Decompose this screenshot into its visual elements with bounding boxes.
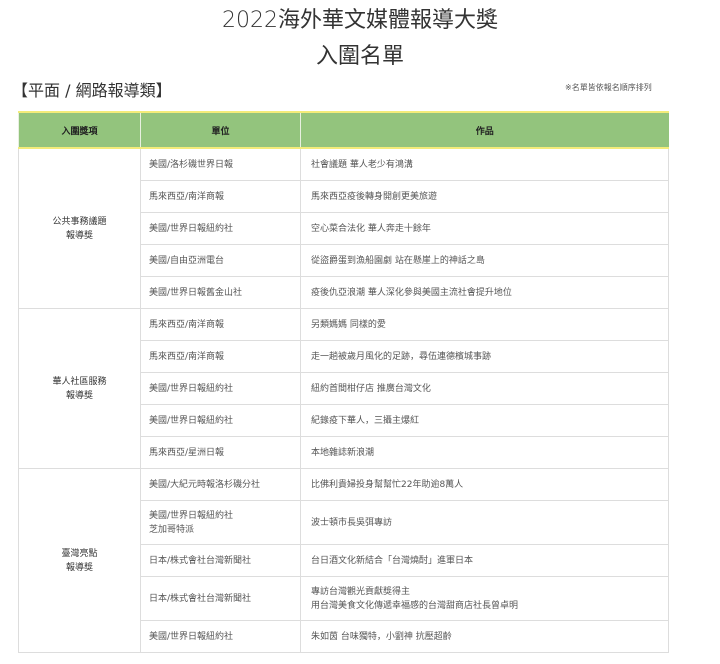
unit-cell-line: 馬來西亞/南洋商報	[149, 351, 225, 362]
table-row: 美國/自由亞洲電台 從盜爵蛋到漁船園劇 站在懸崖上的神話之島	[19, 244, 669, 277]
unit-cell: 美國/洛杉磯世界日報	[140, 147, 301, 181]
work-cell-line: 紐約首間柑仔店 推廣台灣文化	[311, 383, 431, 394]
work-cell: 本地雜誌新浪潮	[300, 436, 669, 469]
category-cell: 公共事務議題 報導獎	[18, 147, 141, 309]
unit-cell: 日本/株式會社台灣新聞社	[140, 576, 301, 621]
unit-cell-line: 美國/世界日報紐約社	[149, 415, 234, 426]
unit-cell-line: 美國/洛杉磯世界日報	[149, 159, 234, 170]
unit-cell-line: 美國/大紀元時報洛杉磯分社	[149, 479, 261, 490]
unit-cell-line: 美國/世界日報紐約社	[149, 510, 234, 521]
category-cell: 臺灣亮點 報導獎	[18, 468, 141, 653]
unit-cell-line: 美國/自由亞洲電台	[149, 255, 225, 266]
work-cell: 另類媽媽 同樣的愛	[300, 308, 669, 341]
work-cell-line: 紀錄疫下華人，三攝主爆紅	[311, 415, 420, 426]
unit-cell: 美國/大紀元時報洛杉磯分社	[140, 468, 301, 501]
table-row: 日本/株式會社台灣新聞社 台日酒文化新結合「台灣燒酎」進軍日本	[19, 544, 669, 577]
section-heading: 【平面 / 網路報導類】	[12, 81, 172, 100]
unit-cell-line: 馬來西亞/南洋商報	[149, 319, 225, 330]
work-cell: 空心菜合法化 華人奔走十餘年	[300, 212, 669, 245]
unit-cell-line: 美國/世界日報舊金山社	[149, 287, 243, 298]
order-note: ※名單皆依報名順序排列	[565, 83, 652, 92]
table-row: 公共事務議題 報導獎 美國/洛杉磯世界日報 社會議題 華人老少有鴻溝	[18, 147, 669, 309]
table-row: 馬來西亞/南洋商報 走一趟被歲月風化的足跡，尋伍連德檳城事跡	[19, 340, 669, 373]
unit-cell-line: 美國/世界日報紐約社	[149, 631, 234, 642]
page-title: 2022海外華文媒體報導大獎	[222, 8, 498, 33]
table-header: 入圍獎項 單位 作品	[18, 111, 669, 149]
category-cell-line: 公共事務議題	[52, 216, 107, 227]
work-cell-line: 疫後仇亞浪潮 華人深化參與美國主流社會提升地位	[311, 287, 512, 298]
unit-cell-line: 芝加哥特派	[149, 524, 195, 535]
work-cell: 走一趟被歲月風化的足跡，尋伍連德檳城事跡	[300, 340, 669, 373]
unit-cell: 馬來西亞/南洋商報	[140, 308, 301, 341]
work-cell-line: 從盜爵蛋到漁船園劇 站在懸崖上的神話之島	[311, 255, 485, 266]
unit-cell-line: 美國/世界日報紐約社	[149, 223, 234, 234]
header-work: 作品	[300, 111, 669, 149]
unit-cell: 美國/世界日報舊金山社	[140, 276, 301, 309]
category-cell-line: 華人社區服務	[52, 376, 107, 387]
table-row: 日本/株式會社台灣新聞社 專訪台灣觀光貢獻獎得主用台灣美食文化傳遞幸福感的台灣甜商…	[19, 576, 669, 621]
work-cell: 專訪台灣觀光貢獻獎得主用台灣美食文化傳遞幸福感的台灣甜商店社長曾卓明	[300, 576, 669, 621]
table-row: 美國/世界日報紐約社 紐約首間柑仔店 推廣台灣文化	[19, 372, 669, 405]
unit-cell: 美國/世界日報紐約社	[140, 404, 301, 437]
work-cell: 社會議題 華人老少有鴻溝	[300, 147, 669, 181]
work-cell-line: 用台灣美食文化傳遞幸福感的台灣甜商店社長曾卓明	[311, 600, 519, 611]
table-row: 美國/世界日報紐約社 芝加哥特派 波士頓市長吳弭專訪	[19, 500, 669, 545]
header-unit: 單位	[140, 111, 301, 149]
work-cell: 朱如茵 台味獨特，小劉神 抗壓超齡	[300, 620, 669, 653]
table-row: 華人社區服務 報導獎 馬來西亞/南洋商報 另類媽媽 同樣的愛	[18, 308, 669, 469]
category-cell: 華人社區服務 報導獎	[18, 308, 141, 469]
table-row: 美國/世界日報紐約社 朱如茵 台味獨特，小劉神 抗壓超齡	[19, 620, 669, 653]
unit-cell: 美國/自由亞洲電台	[140, 244, 301, 277]
unit-cell-line: 馬來西亞/星洲日報	[149, 447, 225, 458]
unit-cell: 馬來西亞/星洲日報	[140, 436, 301, 469]
work-cell-line: 另類媽媽 同樣的愛	[311, 319, 386, 330]
unit-cell: 美國/世界日報紐約社 芝加哥特派	[140, 500, 301, 545]
work-cell: 馬來西亞疫後轉身開創更美旅遊	[300, 180, 669, 213]
work-cell-line: 朱如茵 台味獨特，小劉神 抗壓超齡	[311, 631, 452, 642]
work-cell: 疫後仇亞浪潮 華人深化參與美國主流社會提升地位	[300, 276, 669, 309]
work-cell: 紐約首間柑仔店 推廣台灣文化	[300, 372, 669, 405]
nominee-table: 入圍獎項 單位 作品 公共事務議題 報導獎 美國/洛杉磯世界日報 社會議題 華人老少有…	[18, 111, 669, 653]
unit-cell: 馬來西亞/南洋商報	[140, 340, 301, 373]
work-cell: 比佛利貴婦投身幫幫忙22年助逾8萬人	[300, 468, 669, 501]
work-cell-line: 空心菜合法化 華人奔走十餘年	[311, 223, 431, 234]
unit-cell: 馬來西亞/南洋商報	[140, 180, 301, 213]
work-cell-line: 走一趟被歲月風化的足跡，尋伍連德檳城事跡	[311, 351, 492, 362]
table-row: 美國/世界日報紐約社 空心菜合法化 華人奔走十餘年	[19, 212, 669, 245]
category-cell-line: 報導獎	[65, 230, 93, 241]
header-category: 入圍獎項	[18, 111, 141, 149]
work-cell: 紀錄疫下華人，三攝主爆紅	[300, 404, 669, 437]
work-cell-line: 社會議題 華人老少有鴻溝	[311, 159, 413, 170]
work-cell-line: 台日酒文化新結合「台灣燒酎」進軍日本	[311, 555, 474, 566]
unit-cell: 美國/世界日報紐約社	[140, 372, 301, 405]
table-row: 臺灣亮點 報導獎 美國/大紀元時報洛杉磯分社 比佛利貴婦投身幫幫忙22年助逾8萬人	[18, 468, 669, 653]
unit-cell: 日本/株式會社台灣新聞社	[140, 544, 301, 577]
table-row: 馬來西亞/星洲日報 本地雜誌新浪潮	[19, 436, 669, 469]
work-cell-line: 專訪台灣觀光貢獻獎得主	[311, 586, 411, 597]
category-cell-line: 報導獎	[65, 390, 93, 401]
unit-cell: 美國/世界日報紐約社	[140, 620, 301, 653]
category-cell-line: 臺灣亮點	[61, 548, 98, 559]
unit-cell: 美國/世界日報紐約社	[140, 212, 301, 245]
work-cell: 從盜爵蛋到漁船園劇 站在懸崖上的神話之島	[300, 244, 669, 277]
unit-cell-line: 美國/世界日報紐約社	[149, 383, 234, 394]
work-cell: 波士頓市長吳弭專訪	[300, 500, 669, 545]
table-row: 美國/世界日報紐約社 紀錄疫下華人，三攝主爆紅	[19, 404, 669, 437]
work-cell: 台日酒文化新結合「台灣燒酎」進軍日本	[300, 544, 669, 577]
work-cell-line: 本地雜誌新浪潮	[311, 447, 375, 458]
work-cell-line: 馬來西亞疫後轉身開創更美旅遊	[311, 191, 438, 202]
unit-cell-line: 日本/株式會社台灣新聞社	[149, 555, 252, 566]
work-cell-line: 波士頓市長吳弭專訪	[311, 517, 393, 528]
page-subtitle: 入圍名單	[315, 44, 404, 69]
unit-cell-line: 馬來西亞/南洋商報	[149, 191, 225, 202]
category-cell-line: 報導獎	[65, 562, 93, 573]
unit-cell-line: 日本/株式會社台灣新聞社	[149, 593, 252, 604]
work-cell-line: 比佛利貴婦投身幫幫忙22年助逾8萬人	[311, 479, 464, 490]
